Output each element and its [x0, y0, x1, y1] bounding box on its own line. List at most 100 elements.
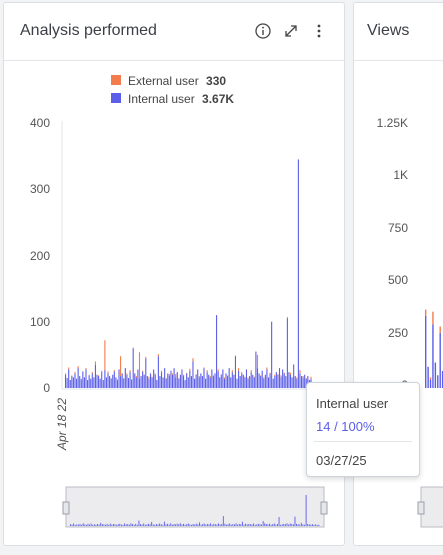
bar-internal[interactable] [244, 377, 246, 388]
bar-external[interactable] [425, 309, 427, 316]
bar-internal[interactable] [135, 377, 137, 388]
bar-external[interactable] [289, 372, 292, 375]
bar-internal[interactable] [258, 373, 260, 388]
bar-external[interactable] [234, 355, 237, 357]
bar-internal[interactable] [143, 374, 145, 388]
bar-internal[interactable] [179, 374, 181, 388]
bar-external[interactable] [145, 356, 147, 359]
bar-internal[interactable] [138, 378, 141, 389]
bar-internal[interactable] [124, 368, 126, 389]
bar-internal[interactable] [255, 351, 257, 388]
bar-internal[interactable] [145, 358, 147, 388]
bar-internal[interactable] [192, 361, 194, 389]
bar-internal[interactable] [134, 373, 136, 388]
bar-internal[interactable] [299, 373, 301, 388]
bar-internal[interactable] [291, 377, 293, 388]
bar-internal[interactable] [286, 318, 288, 388]
bar-external[interactable] [80, 378, 82, 380]
bar-internal[interactable] [437, 375, 439, 388]
bar-internal[interactable] [194, 378, 196, 389]
bar-external[interactable] [250, 370, 252, 373]
bar-internal[interactable] [266, 369, 268, 388]
bar-internal[interactable] [110, 378, 112, 389]
bar-internal[interactable] [300, 376, 303, 388]
bar-external[interactable] [129, 370, 131, 373]
range-handle-left[interactable] [417, 501, 425, 515]
bar-internal[interactable] [88, 375, 90, 388]
bar-internal[interactable] [182, 376, 185, 388]
bar-internal[interactable] [247, 378, 249, 389]
bar-external[interactable] [148, 376, 150, 379]
bar-internal[interactable] [156, 380, 158, 388]
bar-external[interactable] [126, 373, 128, 375]
bar-internal[interactable] [274, 376, 276, 388]
bar-internal[interactable] [245, 369, 248, 388]
bar-external[interactable] [212, 375, 214, 377]
bar-internal[interactable] [171, 374, 174, 388]
bar-external[interactable] [283, 372, 285, 374]
info-icon[interactable] [254, 22, 272, 40]
bar-internal[interactable] [167, 373, 169, 388]
bar-internal[interactable] [109, 376, 111, 388]
bar-external[interactable] [77, 366, 79, 369]
bar-internal[interactable] [149, 373, 152, 388]
bar-external[interactable] [104, 340, 106, 371]
bar-external[interactable] [206, 370, 208, 373]
bar-internal[interactable] [181, 369, 183, 388]
bar-external[interactable] [195, 374, 197, 375]
bar-external[interactable] [68, 367, 70, 370]
bar-internal[interactable] [227, 376, 229, 388]
bar-internal[interactable] [267, 377, 270, 388]
bar-external[interactable] [189, 368, 191, 371]
bar-external[interactable] [138, 352, 141, 379]
bar-internal[interactable] [206, 372, 208, 388]
bar-internal[interactable] [195, 374, 197, 388]
bar-external[interactable] [266, 367, 268, 370]
bar-external[interactable] [256, 354, 259, 369]
bar-external[interactable] [305, 378, 307, 379]
bar-external[interactable] [116, 379, 119, 381]
bar-internal[interactable] [297, 159, 299, 388]
bar-external[interactable] [302, 376, 304, 378]
bar-internal[interactable] [264, 374, 266, 388]
bar-internal[interactable] [151, 377, 153, 388]
bar-external[interactable] [186, 372, 188, 374]
bar-internal[interactable] [94, 364, 96, 388]
bar-internal[interactable] [105, 377, 107, 388]
bar-external[interactable] [110, 378, 112, 379]
bar-internal[interactable] [159, 376, 161, 388]
bar-external[interactable] [120, 356, 122, 377]
bar-internal[interactable] [233, 374, 235, 388]
bar-external[interactable] [88, 374, 90, 376]
bar-internal[interactable] [99, 378, 101, 389]
bar-external[interactable] [220, 374, 222, 375]
bar-external[interactable] [209, 376, 211, 378]
more-options-icon[interactable] [310, 22, 328, 40]
bar-internal[interactable] [113, 371, 115, 388]
bar-internal[interactable] [223, 378, 225, 389]
bar-internal[interactable] [186, 373, 188, 388]
bar-internal[interactable] [198, 377, 200, 388]
legend-swatch-external[interactable] [111, 75, 121, 85]
bar-external[interactable] [227, 375, 229, 377]
bar-internal[interactable] [272, 378, 274, 389]
bar-internal[interactable] [425, 315, 427, 388]
bar-internal[interactable] [116, 380, 119, 388]
bar-internal[interactable] [294, 376, 296, 388]
bar-external[interactable] [203, 367, 205, 369]
bar-internal[interactable] [427, 366, 429, 388]
bar-internal[interactable] [126, 374, 128, 388]
bar-internal[interactable] [98, 376, 100, 388]
bar-internal[interactable] [91, 373, 93, 388]
bar-internal[interactable] [120, 376, 122, 388]
bar-internal[interactable] [140, 376, 142, 388]
bar-internal[interactable] [263, 378, 265, 389]
bar-internal[interactable] [87, 380, 89, 388]
bar-external[interactable] [260, 375, 262, 377]
range-handle-left[interactable] [62, 501, 70, 515]
bar-internal[interactable] [153, 369, 155, 388]
bar-internal[interactable] [123, 378, 125, 389]
bar-internal[interactable] [71, 376, 73, 388]
bar-internal[interactable] [189, 370, 191, 388]
bar-internal[interactable] [164, 368, 166, 389]
